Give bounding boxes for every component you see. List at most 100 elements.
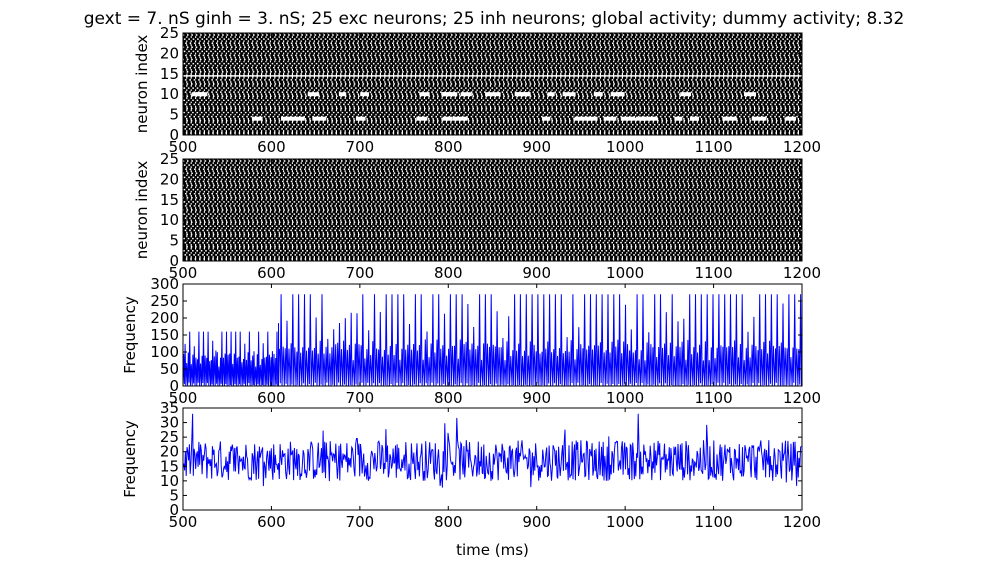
y-axis-label: Frequency xyxy=(121,420,139,498)
raster-gap xyxy=(355,116,366,121)
y-tick-label: 35 xyxy=(160,399,179,417)
x-tick-label: 700 xyxy=(346,389,375,407)
panel-4: 500 600 700 800 900 1000 1100 1200 0510152025303… xyxy=(121,399,821,559)
x-tick-label: 1000 xyxy=(606,138,644,156)
y-tick-label: 50 xyxy=(160,360,179,378)
raster-gap xyxy=(674,116,683,121)
raster-gap xyxy=(640,116,651,121)
x-tick-label: 1000 xyxy=(606,264,644,282)
x-tick-label: 900 xyxy=(522,264,551,282)
plot-area xyxy=(183,159,802,261)
raster-gap xyxy=(485,92,501,97)
y-tick-label: 20 xyxy=(160,443,179,461)
plot-area xyxy=(183,413,802,488)
panel-2: 500 600 700 800 900 1000 1100 1200 0 5 10 15 20 25 neu… xyxy=(133,150,821,282)
y-tick-label: 25 xyxy=(160,150,179,168)
raster-gap xyxy=(251,116,263,121)
y-axis-label: neuron index xyxy=(133,35,151,134)
raster-gap xyxy=(452,116,468,121)
x-tick-label: 800 xyxy=(434,264,463,282)
plot-area xyxy=(183,33,802,135)
raster-gap xyxy=(562,92,576,97)
y-tick-label: 10 xyxy=(160,85,179,103)
y-tick-label: 100 xyxy=(150,343,179,361)
raster-gap xyxy=(516,92,531,97)
y-tick-label: 5 xyxy=(169,106,179,124)
raster-gap xyxy=(635,116,646,121)
raster-gap xyxy=(785,116,796,121)
raster-gap xyxy=(416,116,428,121)
y-tick-label: 0 xyxy=(169,501,179,519)
raster-gap xyxy=(547,92,555,97)
x-tick-label: 900 xyxy=(522,138,551,156)
y-tick-label: 20 xyxy=(160,170,179,188)
y-tick-label: 250 xyxy=(150,292,179,310)
panel-3: 500 600 700 800 900 1000 1100 1200 0501001502002… xyxy=(121,275,821,407)
x-tick-label: 900 xyxy=(522,389,551,407)
raster-gap xyxy=(616,92,625,97)
y-tick-label: 200 xyxy=(150,309,179,327)
raster-gap xyxy=(419,92,430,97)
raster-gap xyxy=(449,92,456,97)
y-tick-label: 300 xyxy=(150,275,179,293)
x-tick-label: 600 xyxy=(257,138,286,156)
x-tick-label: 800 xyxy=(434,513,463,531)
x-tick-label: 500 xyxy=(169,513,198,531)
y-tick-label: 10 xyxy=(160,472,179,490)
x-tick-label: 1200 xyxy=(783,264,821,282)
x-tick-label: 500 xyxy=(169,138,198,156)
y-tick-label: 150 xyxy=(150,326,179,344)
raster-gap xyxy=(588,116,598,121)
y-tick-label: 20 xyxy=(160,44,179,62)
x-tick-label: 600 xyxy=(257,264,286,282)
x-tick-label: 1200 xyxy=(783,513,821,531)
axes-frame xyxy=(182,407,803,511)
x-tick-label: 600 xyxy=(257,513,286,531)
raster-gap xyxy=(689,116,700,121)
panel-1: 500 600 700 800 900 1000 1100 1200 0 5 10 15 20 25 neu… xyxy=(133,24,821,156)
raster-gap xyxy=(722,116,737,121)
x-tick-label: 700 xyxy=(346,513,375,531)
x-tick-label: 1000 xyxy=(606,513,644,531)
raster-gap xyxy=(680,92,692,97)
x-tick-label: 1200 xyxy=(783,389,821,407)
chart-title: gext = 7. nS ginh = 3. nS; 25 exc neuron… xyxy=(84,9,905,29)
raster-gap xyxy=(460,92,472,97)
x-tick-label: 1100 xyxy=(694,264,732,282)
y-tick-label: 0 xyxy=(169,252,179,270)
raster-gap xyxy=(541,116,551,121)
x-tick-label: 500 xyxy=(169,389,198,407)
y-axis-label: neuron index xyxy=(133,161,151,260)
y-tick-label: 10 xyxy=(160,211,179,229)
x-tick-label: 500 xyxy=(169,264,198,282)
x-tick-label: 1100 xyxy=(694,513,732,531)
x-tick-label: 1200 xyxy=(783,138,821,156)
series-line xyxy=(183,294,802,386)
y-axis-label: Frequency xyxy=(121,296,139,374)
axes-frame xyxy=(182,158,803,262)
y-tick-label: 15 xyxy=(160,457,179,475)
x-tick-label: 1100 xyxy=(694,138,732,156)
x-tick-label: 1000 xyxy=(606,389,644,407)
x-tick-label: 700 xyxy=(346,138,375,156)
raster-gap xyxy=(191,92,205,97)
raster-gap xyxy=(610,92,621,97)
series-line xyxy=(183,413,802,488)
x-tick-label: 800 xyxy=(434,389,463,407)
y-tick-label: 15 xyxy=(160,191,179,209)
raster-gap xyxy=(441,92,450,97)
y-tick-label: 25 xyxy=(160,428,179,446)
x-tick-label: 600 xyxy=(257,389,286,407)
raster-gap xyxy=(360,92,370,97)
x-tick-label: 1100 xyxy=(694,389,732,407)
y-tick-label: 30 xyxy=(160,414,179,432)
raster-gap xyxy=(743,92,757,97)
x-axis-label: time (ms) xyxy=(456,541,529,559)
raster-gap xyxy=(593,92,603,97)
raster-gap xyxy=(280,116,291,121)
raster-gap xyxy=(307,92,319,97)
x-tick-label: 800 xyxy=(434,138,463,156)
raster-gap xyxy=(620,116,636,121)
raster-gap xyxy=(574,116,591,121)
